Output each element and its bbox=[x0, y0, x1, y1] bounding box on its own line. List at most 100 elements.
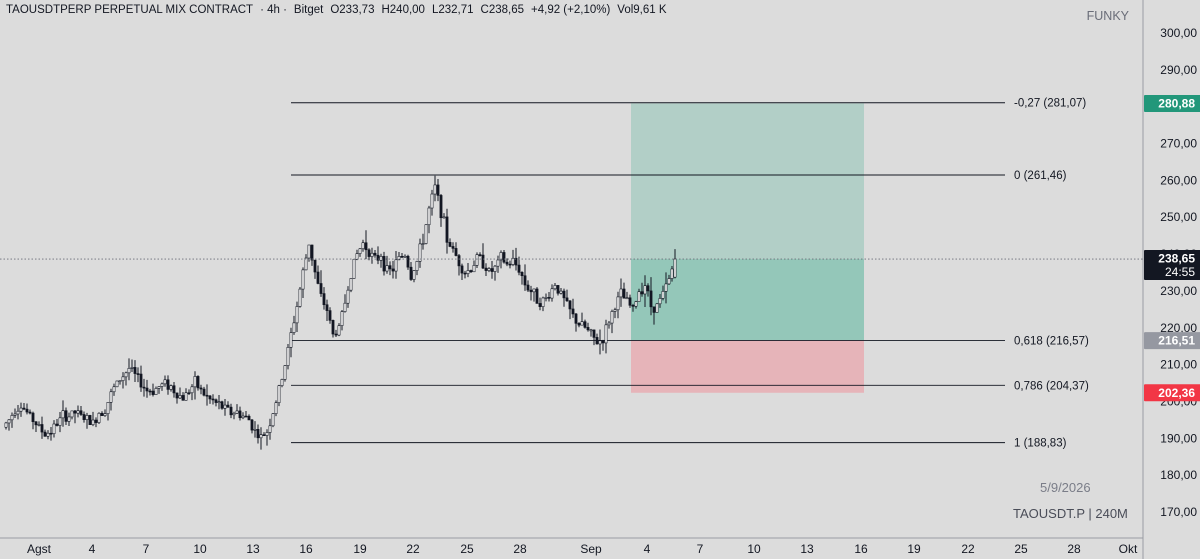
candle-body bbox=[538, 303, 542, 307]
price-tick-label: 210,00 bbox=[1160, 358, 1197, 372]
time-tick-label: 28 bbox=[1067, 542, 1081, 556]
time-tick-label: 28 bbox=[513, 542, 527, 556]
candle-body bbox=[373, 252, 377, 256]
candle-body bbox=[79, 410, 83, 415]
candle-body bbox=[130, 367, 134, 369]
candle-body bbox=[610, 311, 614, 324]
candle-body bbox=[97, 412, 101, 423]
candle-body bbox=[619, 288, 623, 298]
candle-body bbox=[232, 412, 236, 416]
price-tick-label: 250,00 bbox=[1160, 210, 1197, 224]
candle-body bbox=[508, 263, 512, 266]
candle-body bbox=[127, 368, 131, 374]
candle-body bbox=[535, 288, 539, 304]
symbol-header: TAOUSDTPERP PERPETUAL MIX CONTRACT · 4h … bbox=[6, 4, 667, 20]
candle-body bbox=[190, 386, 194, 394]
candle-body bbox=[10, 415, 14, 421]
candle-body bbox=[667, 278, 671, 285]
candle-body bbox=[577, 323, 581, 326]
price-tick-label: 180,00 bbox=[1160, 468, 1197, 482]
candle-body bbox=[580, 321, 584, 326]
candle-body bbox=[544, 297, 548, 299]
candle-body bbox=[148, 390, 152, 393]
candle-body bbox=[34, 421, 38, 426]
entry-badge-label: 216,51 bbox=[1158, 334, 1195, 348]
candle-body bbox=[31, 412, 35, 423]
candle-body bbox=[217, 401, 221, 404]
candle-body bbox=[445, 216, 449, 243]
take-profit-badge-label: 280,88 bbox=[1158, 96, 1195, 110]
symbol-name[interactable]: TAOUSDTPERP PERPETUAL MIX CONTRACT bbox=[6, 4, 254, 16]
candle-body bbox=[61, 410, 65, 419]
candle-body bbox=[16, 410, 20, 415]
candle-body bbox=[160, 383, 164, 387]
candle-body bbox=[82, 414, 86, 420]
candle-body bbox=[388, 265, 392, 270]
price-tick-label: 170,00 bbox=[1160, 505, 1197, 519]
candle-body bbox=[589, 329, 593, 332]
candle-body bbox=[661, 291, 665, 299]
candle-body bbox=[481, 254, 485, 269]
price-tick-label: 190,00 bbox=[1160, 431, 1197, 445]
candle-body bbox=[28, 411, 32, 414]
candle-body bbox=[601, 340, 605, 344]
volume-label: Vol9,61 K bbox=[617, 4, 667, 16]
candle-body bbox=[457, 255, 461, 267]
candle-body bbox=[256, 429, 260, 439]
candle-body bbox=[202, 388, 206, 396]
candle-body bbox=[439, 195, 443, 219]
candle-body bbox=[163, 379, 167, 385]
candle-body bbox=[289, 332, 293, 348]
price-tick-label: 300,00 bbox=[1160, 26, 1197, 40]
candle-body bbox=[277, 385, 281, 403]
candle-body bbox=[406, 255, 410, 268]
interval-label[interactable]: · 4h · bbox=[260, 4, 287, 16]
candle-body bbox=[307, 244, 311, 259]
time-tick-label: 4 bbox=[644, 542, 651, 556]
price-tick-label: 230,00 bbox=[1160, 284, 1197, 298]
candle-body bbox=[76, 410, 80, 414]
candle-body bbox=[310, 244, 314, 261]
candle-body bbox=[169, 385, 173, 390]
candle-body bbox=[520, 272, 524, 277]
candle-body bbox=[475, 254, 479, 266]
candle-body bbox=[238, 410, 242, 419]
candle-body bbox=[235, 410, 239, 414]
candle-body bbox=[280, 379, 284, 386]
candle-body bbox=[49, 432, 53, 435]
candle-body bbox=[115, 380, 119, 388]
candle-body bbox=[595, 337, 599, 345]
candle-body bbox=[673, 258, 677, 278]
candle-body bbox=[301, 269, 305, 290]
candle-body bbox=[52, 423, 56, 434]
candle-body bbox=[652, 306, 656, 313]
candle-body bbox=[499, 252, 503, 261]
candle-body bbox=[412, 270, 416, 280]
candle-body bbox=[433, 184, 437, 195]
ohlc-change: +4,92 (+2,10%) bbox=[531, 4, 611, 16]
candle-body bbox=[664, 283, 668, 292]
candle-body bbox=[247, 415, 251, 421]
candle-body bbox=[220, 401, 224, 409]
candle-body bbox=[13, 413, 17, 416]
candle-body bbox=[598, 340, 602, 345]
candle-body bbox=[358, 248, 362, 254]
candle-body bbox=[658, 298, 662, 305]
candle-body bbox=[646, 285, 650, 292]
candle-body bbox=[613, 309, 617, 312]
profit-zone-filled bbox=[631, 259, 864, 341]
candle-body bbox=[298, 288, 302, 307]
position-zones bbox=[631, 103, 864, 393]
candle-body bbox=[634, 301, 638, 307]
candle-body bbox=[400, 256, 404, 258]
candle-body bbox=[550, 288, 554, 299]
candle-body bbox=[175, 392, 179, 399]
candle-body bbox=[586, 327, 590, 331]
candle-body bbox=[322, 293, 326, 306]
candle-body bbox=[532, 288, 536, 293]
candle-body bbox=[478, 254, 482, 256]
candle-body bbox=[346, 289, 350, 304]
